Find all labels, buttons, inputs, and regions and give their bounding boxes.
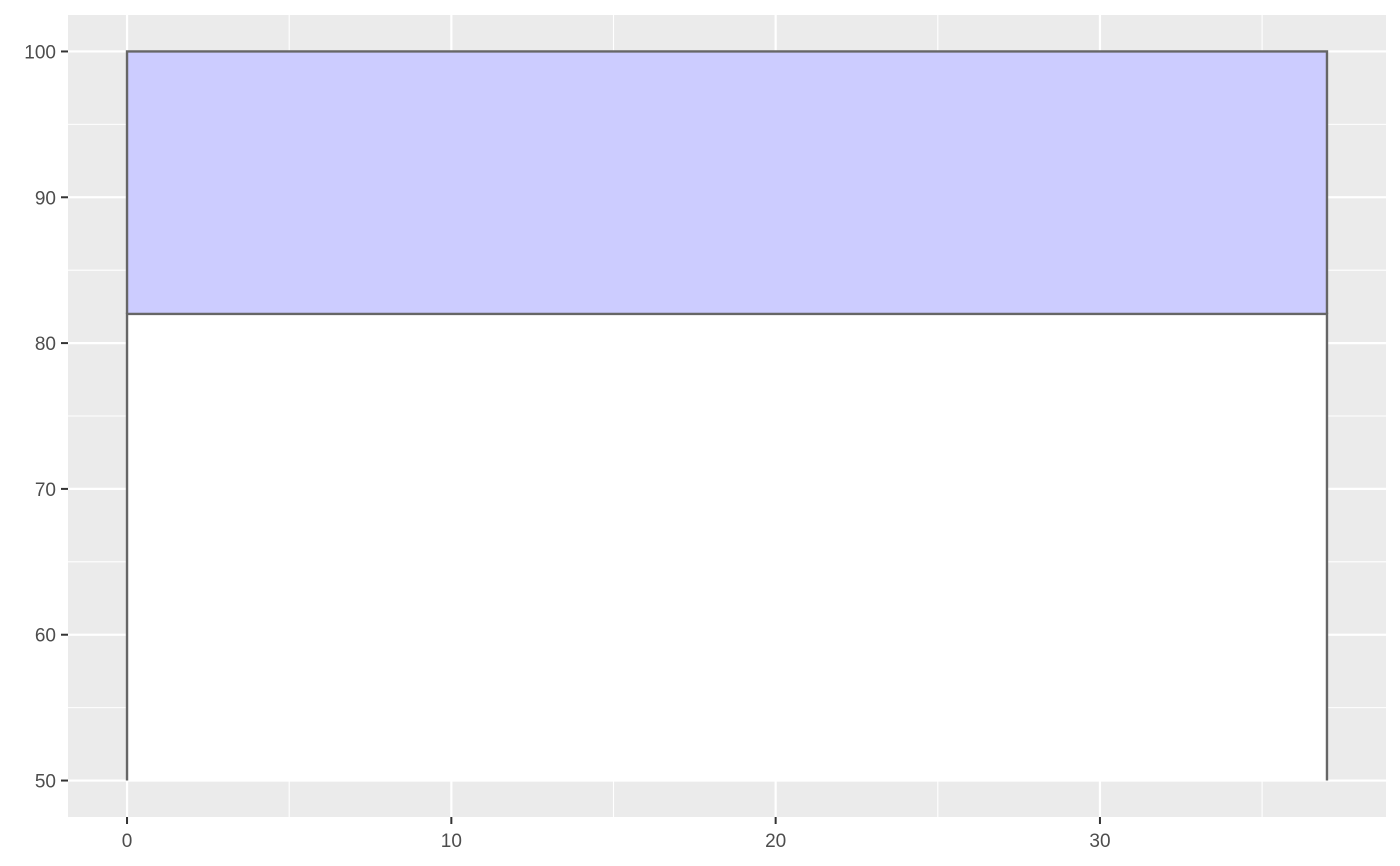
region-outline-0 <box>125 312 1329 781</box>
x-tick-label: 0 <box>122 831 133 852</box>
y-tick-label: 70 <box>35 480 56 501</box>
y-tick-label: 60 <box>35 626 56 647</box>
x-tick-label: 10 <box>441 831 462 852</box>
y-tick-label: 100 <box>24 42 56 63</box>
region-outline-1 <box>125 50 1329 314</box>
y-tick-label: 90 <box>35 188 56 209</box>
region-fill-0 <box>127 313 1327 781</box>
y-tick-label: 50 <box>35 772 56 793</box>
y-axis: 50 60 70 80 90 100 <box>24 42 68 793</box>
data-regions <box>125 50 1329 781</box>
region-fill-1 <box>127 51 1327 314</box>
x-axis: 0 10 20 30 <box>122 817 1111 852</box>
x-tick-label: 20 <box>765 831 786 852</box>
x-tick-label: 30 <box>1089 831 1110 852</box>
y-tick-label: 80 <box>35 334 56 355</box>
